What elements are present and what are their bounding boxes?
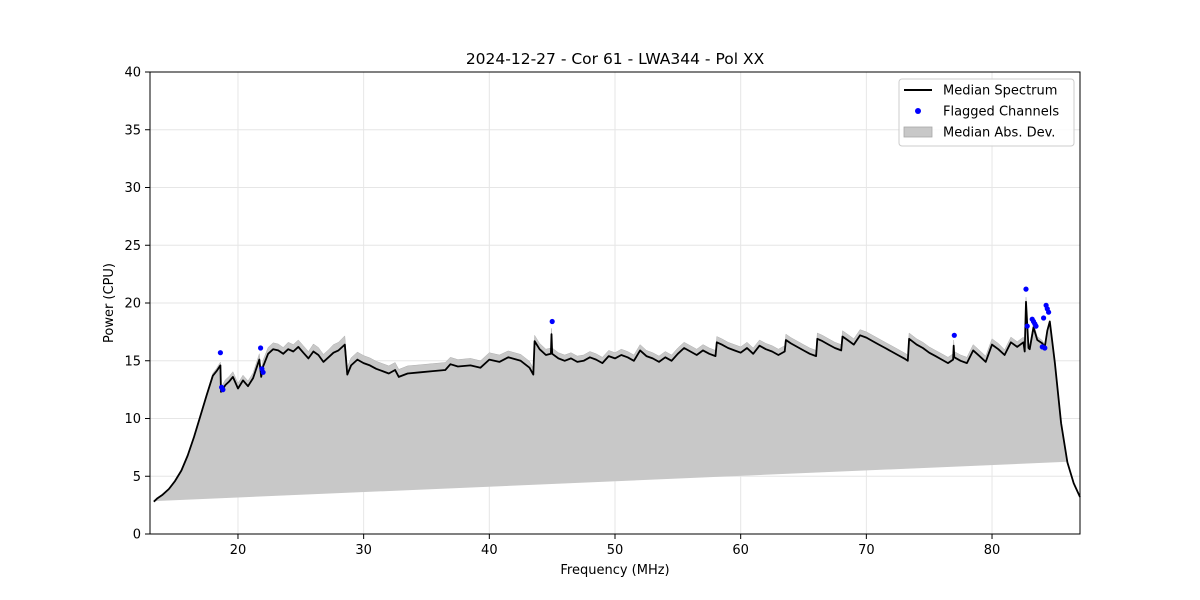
- x-tick-label: 60: [732, 543, 749, 558]
- x-tick-label: 40: [481, 543, 498, 558]
- y-tick-label: 0: [133, 528, 141, 543]
- y-tick-label: 20: [124, 297, 141, 312]
- legend-box: [898, 78, 1075, 147]
- flagged-channel-point: [260, 369, 266, 375]
- y-tick-label: 10: [124, 412, 141, 427]
- x-tick-label: 50: [607, 543, 624, 558]
- tick-layer: 20 30 40 50 60 70 80 0 5 10 15 20 25 30 35 40: [124, 66, 1000, 559]
- legend-mad-swatch: [903, 126, 933, 138]
- median-spectrum-line: [153, 300, 1081, 503]
- x-tick-label: 80: [984, 543, 1001, 558]
- flagged-channel-point: [1033, 323, 1039, 329]
- y-tick-label: 30: [124, 181, 141, 196]
- flagged-channel-point: [1046, 309, 1052, 315]
- y-axis-label: Power (CPU): [102, 263, 117, 343]
- y-tick-label: 5: [133, 470, 141, 485]
- x-tick-label: 70: [858, 543, 875, 558]
- flagged-points-layer: [217, 286, 1052, 393]
- mad-band: [153, 297, 1068, 502]
- flagged-channel-point: [549, 318, 555, 325]
- flagged-channel-point: [1042, 345, 1048, 351]
- x-tick-label: 30: [355, 543, 372, 558]
- legend-label-median-abs-dev: Median Abs. Dev.: [943, 126, 1055, 141]
- flagged-channel-point: [1023, 286, 1029, 292]
- flagged-channel-point: [1024, 323, 1030, 329]
- legend-label-median-spectrum: Median Spectrum: [943, 84, 1057, 99]
- x-axis-label: Frequency (MHz): [560, 563, 669, 578]
- flagged-channel-point: [220, 387, 226, 393]
- y-tick-label: 35: [124, 123, 141, 138]
- y-tick-label: 15: [124, 354, 141, 369]
- flagged-channel-point: [951, 332, 957, 338]
- x-tick-label: 20: [230, 543, 247, 558]
- legend: Median Spectrum Flagged Channels Median …: [898, 78, 1075, 147]
- flagged-channel-point: [217, 350, 223, 356]
- mad-band-layer: [153, 297, 1068, 502]
- chart-title: 2024-12-27 - Cor 61 - LWA344 - Pol XX: [466, 50, 765, 68]
- y-tick-label: 40: [124, 66, 141, 81]
- flagged-channel-point: [258, 345, 264, 351]
- legend-flagged-swatch: [915, 108, 921, 114]
- flagged-channel-point: [1041, 315, 1047, 321]
- legend-label-flagged-channels: Flagged Channels: [943, 105, 1059, 120]
- median-line-layer: [153, 300, 1081, 503]
- y-tick-label: 25: [124, 239, 141, 254]
